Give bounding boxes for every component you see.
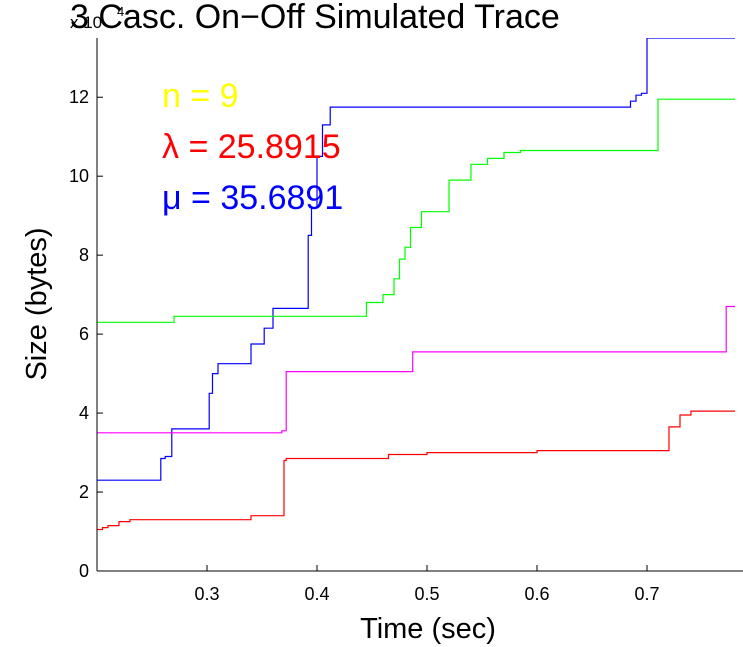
x-ticks: 0.3 0.4 0.5 0.6 0.7: [194, 565, 660, 604]
y-tick-label: 10: [69, 166, 89, 186]
annotation-lambda: λ = 25.8915: [162, 128, 341, 166]
x-tick-label: 0.7: [634, 584, 659, 604]
series-line-3: [97, 410, 735, 531]
y-tick-label: 0: [79, 561, 89, 581]
y-exponent-label: x 10: [70, 13, 102, 32]
series-layer: [97, 38, 735, 531]
y-axis-label: Size (bytes): [21, 227, 53, 380]
annotation-mu: μ = 35.6891: [162, 179, 343, 217]
annotation-n: n = 9: [162, 77, 239, 115]
x-tick-label: 0.6: [524, 584, 549, 604]
y-exponent-power: 4: [117, 4, 124, 19]
x-tick-label: 0.4: [304, 584, 329, 604]
x-tick-label: 0.3: [194, 584, 219, 604]
series-line-2: [97, 305, 735, 434]
x-axis-label: Time (sec): [360, 613, 496, 645]
y-ticks: 0 2 4 6 8 10 12: [69, 87, 103, 581]
chart-title: 3 Casc. On−Off Simulated Trace: [70, 0, 560, 36]
y-tick-label: 6: [79, 324, 89, 344]
y-tick-label: 2: [79, 482, 89, 502]
x-tick-label: 0.5: [414, 584, 439, 604]
series-line-0: [97, 38, 735, 481]
y-tick-label: 4: [79, 403, 89, 423]
y-tick-label: 8: [79, 245, 89, 265]
y-tick-label: 12: [69, 87, 89, 107]
series-line-1: [97, 98, 735, 323]
